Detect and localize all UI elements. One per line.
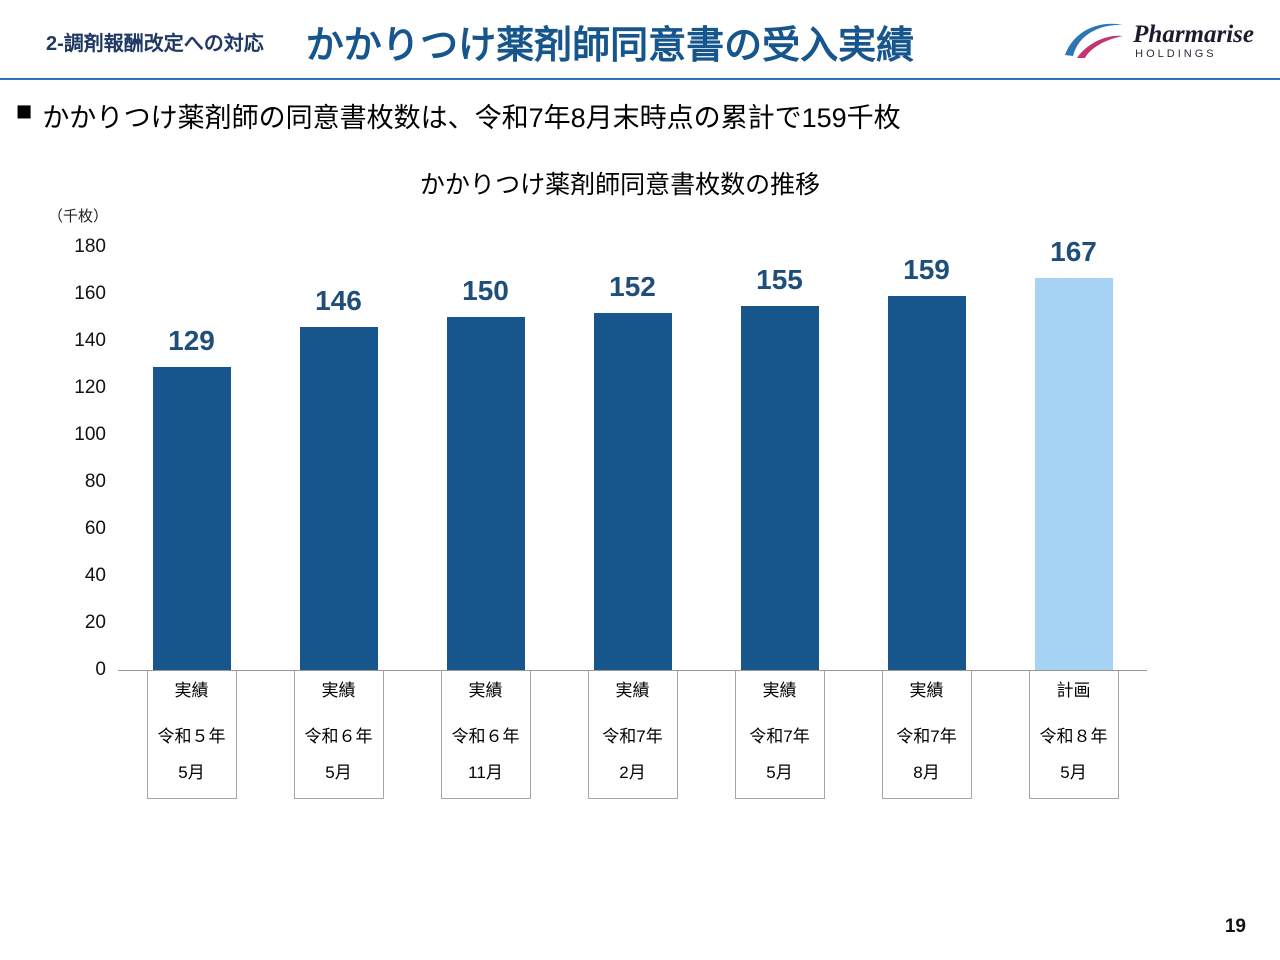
category-month: 2月	[619, 763, 646, 782]
bar	[1034, 278, 1113, 670]
bar	[740, 306, 819, 670]
category-label-box: 実績令和６年 5月	[293, 671, 384, 799]
category-status: 実績	[615, 681, 650, 700]
category-slot: 実績令和６年 5月	[265, 671, 412, 799]
y-axis-unit-label: （千枚）	[47, 208, 108, 225]
chart-column: 146	[265, 247, 412, 670]
chart-column: 150	[412, 247, 559, 670]
category-era: 令和６年	[451, 727, 520, 746]
category-month: 5月	[1060, 763, 1087, 782]
category-slot: 実績令和7年 8月	[853, 671, 1000, 799]
y-tick-label: 160	[74, 283, 106, 304]
bar	[446, 317, 525, 670]
category-slot: 実績令和7年 5月	[706, 671, 853, 799]
category-label-box: 実績令和7年 2月	[587, 671, 678, 799]
y-tick-label: 20	[84, 612, 106, 633]
logo-text: Pharmarise HOLDINGS	[1133, 22, 1254, 60]
company-logo: Pharmarise HOLDINGS	[1062, 19, 1254, 63]
category-month: 5月	[325, 763, 352, 782]
category-status: 実績	[762, 681, 797, 700]
y-axis-ticks: 180 160 140 120 100 80 60 40 20 0	[40, 236, 118, 680]
category-era: 令和８年	[1039, 727, 1108, 746]
key-message: ■ かかりつけ薬剤師の同意書枚数は、令和7年8月末時点の累計で159千枚	[16, 96, 1280, 135]
bullet-square-icon: ■	[16, 96, 33, 126]
y-tick-label: 100	[74, 424, 106, 445]
category-axis: 実績令和５年 5月 実績令和６年 5月 実績令和６年 11月 実績令和7年 2月 実績令和7年 5…	[118, 671, 1147, 799]
category-slot: 実績令和６年 11月	[412, 671, 559, 799]
bar-value-label: 167	[1050, 236, 1097, 267]
chart-column: 167	[1000, 236, 1147, 670]
y-tick-label: 180	[74, 236, 106, 257]
bar	[299, 327, 378, 670]
key-message-text: かかりつけ薬剤師の同意書枚数は、令和7年8月末時点の累計で159千枚	[42, 103, 901, 133]
y-tick-label: 80	[84, 471, 106, 492]
y-tick-label: 0	[95, 659, 106, 680]
chart-title: かかりつけ薬剤師同意書枚数の推移	[419, 171, 821, 199]
slide-header: 2-調剤報酬改定への対応 かかりつけ薬剤師同意書の受入実績 Pharmarise…	[0, 0, 1280, 80]
bars-row: 129 146 150 152 155 159 167	[118, 236, 1147, 671]
bar-value-label: 129	[168, 325, 215, 356]
category-month: 5月	[178, 763, 205, 782]
category-status: 実績	[909, 681, 944, 700]
page-number: 19	[1224, 916, 1246, 937]
category-status: 実績	[174, 681, 209, 700]
y-axis: （千枚） 180 160 140 120 100 80 60 40 20 0	[40, 208, 118, 799]
chart-column: 159	[853, 247, 1000, 670]
bar	[887, 296, 966, 670]
category-month: 5月	[766, 763, 793, 782]
logo-name: Pharmarise	[1133, 21, 1254, 48]
bar	[593, 313, 672, 670]
category-label-box: 実績令和7年 8月	[881, 671, 972, 799]
category-status: 実績	[468, 681, 503, 700]
category-era: 令和7年	[602, 727, 663, 746]
category-month: 8月	[913, 763, 940, 782]
bar-value-label: 146	[315, 285, 362, 316]
category-era: 令和５年	[157, 727, 226, 746]
y-tick-label: 140	[74, 330, 106, 351]
category-slot: 計画令和８年 5月	[1000, 671, 1147, 799]
category-slot: 実績令和５年 5月	[118, 671, 265, 799]
bar-value-label: 155	[756, 264, 803, 295]
chart-column: 155	[706, 247, 853, 670]
category-era: 令和６年	[304, 727, 373, 746]
page-title: かかりつけ薬剤師同意書の受入実績	[305, 24, 915, 67]
plot-area: 129 146 150 152 155 159 167 実績 令和５年 5月 実績 令和６年 5月 実績…	[118, 236, 1147, 799]
y-tick-label: 60	[84, 518, 106, 539]
category-label-box: 実績令和５年 5月	[146, 671, 237, 799]
y-tick-label: 120	[74, 377, 106, 398]
bar-value-label: 159	[903, 254, 950, 285]
bar-chart: （千枚） 180 160 140 120 100 80 60 40 20 0 129 146 150 1…	[40, 208, 1280, 799]
section-label: 2-調剤報酬改定への対応	[46, 32, 264, 55]
bar-value-label: 150	[462, 275, 509, 306]
chart-column: 152	[559, 247, 706, 670]
category-month: 11月	[468, 763, 503, 782]
logo-swoosh-icon	[1065, 23, 1124, 58]
category-status: 実績	[321, 681, 356, 700]
y-tick-label: 40	[84, 565, 106, 586]
chart-column: 129	[118, 247, 265, 670]
category-era: 令和7年	[749, 727, 810, 746]
logo-subtitle: HOLDINGS	[1135, 48, 1217, 60]
category-label-box: 実績令和7年 5月	[734, 671, 825, 799]
bar-value-label: 152	[609, 271, 656, 302]
category-status: 計画	[1056, 681, 1091, 700]
category-era: 令和7年	[896, 727, 957, 746]
category-label-box: 実績令和６年 11月	[440, 671, 531, 799]
bar	[152, 367, 231, 670]
category-slot: 実績令和7年 2月	[559, 671, 706, 799]
category-label-box: 計画令和８年 5月	[1028, 671, 1119, 799]
